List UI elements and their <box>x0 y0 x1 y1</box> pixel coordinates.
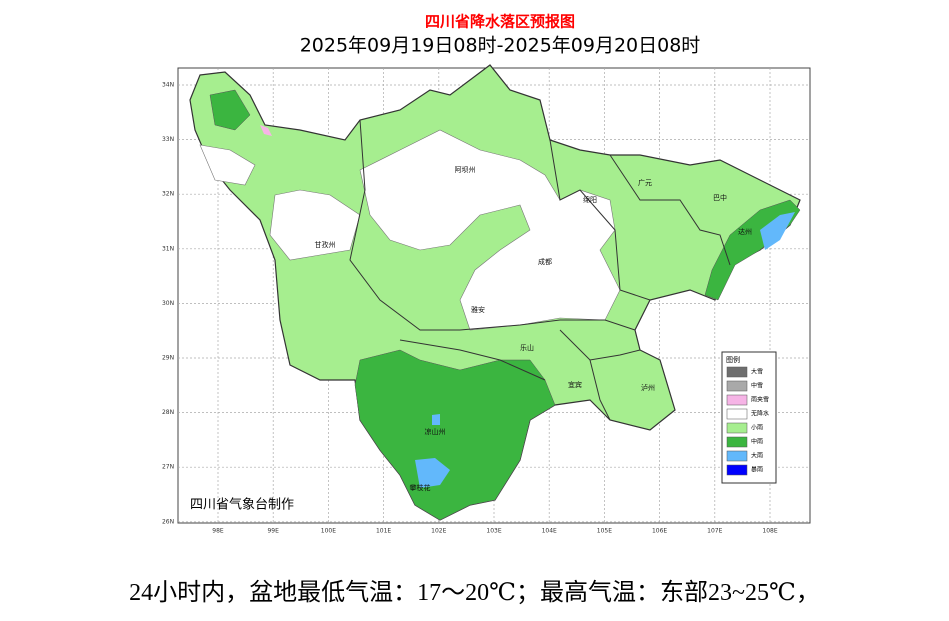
lon-label: 101E <box>376 528 391 535</box>
legend-swatch <box>726 450 748 462</box>
sleet-area <box>260 125 272 136</box>
boundary <box>589 359 611 421</box>
place-label: 阿坝州 <box>455 165 476 174</box>
boundary <box>399 339 546 381</box>
lat-label: 29N <box>162 355 174 362</box>
moderate-rain-area <box>209 89 251 131</box>
place-label: 达州 <box>738 227 752 236</box>
moderate-rain-area <box>354 349 556 521</box>
lon-label: 99E <box>267 528 279 535</box>
lat-label: 28N <box>162 409 174 416</box>
place-label: 乐山 <box>520 343 534 352</box>
boundary <box>459 319 636 331</box>
legend-title: 图例 <box>726 355 740 364</box>
lat-label: 31N <box>162 245 174 252</box>
lon-label: 103E <box>486 528 501 535</box>
place-label: 绵阳 <box>583 195 597 204</box>
legend-label: 大雪 <box>751 368 763 376</box>
lat-label: 34N <box>162 82 174 89</box>
legend-label: 中雨 <box>751 438 763 446</box>
heavy-rain-area <box>432 414 440 425</box>
legend-label: 中雪 <box>751 382 763 390</box>
place-label: 泸州 <box>641 383 655 392</box>
lon-label: 100E <box>321 528 336 535</box>
map-figure: 四川省降水落区预报图 2025年09月19日08时-2025年09月20日08时… <box>162 13 811 535</box>
place-label: 巴中 <box>713 193 727 202</box>
place-label: 攀枝花 <box>410 483 431 492</box>
legend-swatch <box>726 394 748 406</box>
legend-swatch <box>726 464 748 476</box>
boundary <box>549 139 651 301</box>
lat-label: 33N <box>162 136 174 143</box>
no-rain-area <box>269 189 361 261</box>
lon-label: 106E <box>652 528 667 535</box>
lon-label: 108E <box>762 528 777 535</box>
legend-label: 大雨 <box>751 452 763 460</box>
legend-label: 暴雨 <box>751 467 763 474</box>
boundary <box>349 119 460 331</box>
legend-swatch <box>726 366 748 378</box>
lon-label: 98E <box>212 528 224 535</box>
place-label: 雅安 <box>471 305 485 314</box>
boundary <box>559 329 641 361</box>
heavy-rain-area <box>760 212 795 250</box>
axis-labels: 98E 99E 100E 101E 102E 103E 104E 105E 106E 107E 10… <box>162 82 778 535</box>
lon-label: 102E <box>431 528 446 535</box>
place-label: 凉山州 <box>425 427 446 436</box>
heavy-rain-area <box>415 458 450 488</box>
caption: 24小时内，盆地最低气温：17～20℃；最高气温：东部23~25℃， <box>129 580 820 606</box>
legend-swatch <box>726 408 748 420</box>
legend-swatch <box>726 422 748 434</box>
legend-swatch <box>726 436 748 448</box>
place-label: 甘孜州 <box>315 240 336 249</box>
lat-label: 30N <box>162 300 174 307</box>
map-subtitle: 2025年09月19日08时-2025年09月20日08时 <box>300 35 701 57</box>
no-rain-area <box>199 144 256 186</box>
credit: 四川省气象台制作 <box>190 497 294 513</box>
legend-label: 小雨 <box>751 424 763 432</box>
lon-label: 107E <box>707 528 722 535</box>
place-label: 宜宾 <box>568 380 582 389</box>
map-title: 四川省降水落区预报图 <box>425 13 575 31</box>
place-label: 广元 <box>638 178 652 187</box>
lon-label: 105E <box>597 528 612 535</box>
legend-label: 雨夹雪 <box>751 396 769 404</box>
legend-label: 无降水 <box>751 410 769 418</box>
lat-label: 26N <box>162 518 174 525</box>
lat-label: 27N <box>162 464 174 471</box>
no-rain-area <box>359 129 621 331</box>
lat-label: 32N <box>162 191 174 198</box>
legend-swatch <box>726 380 748 392</box>
place-label: 成都 <box>538 257 552 266</box>
boundary <box>609 154 731 266</box>
lon-label: 104E <box>542 528 557 535</box>
